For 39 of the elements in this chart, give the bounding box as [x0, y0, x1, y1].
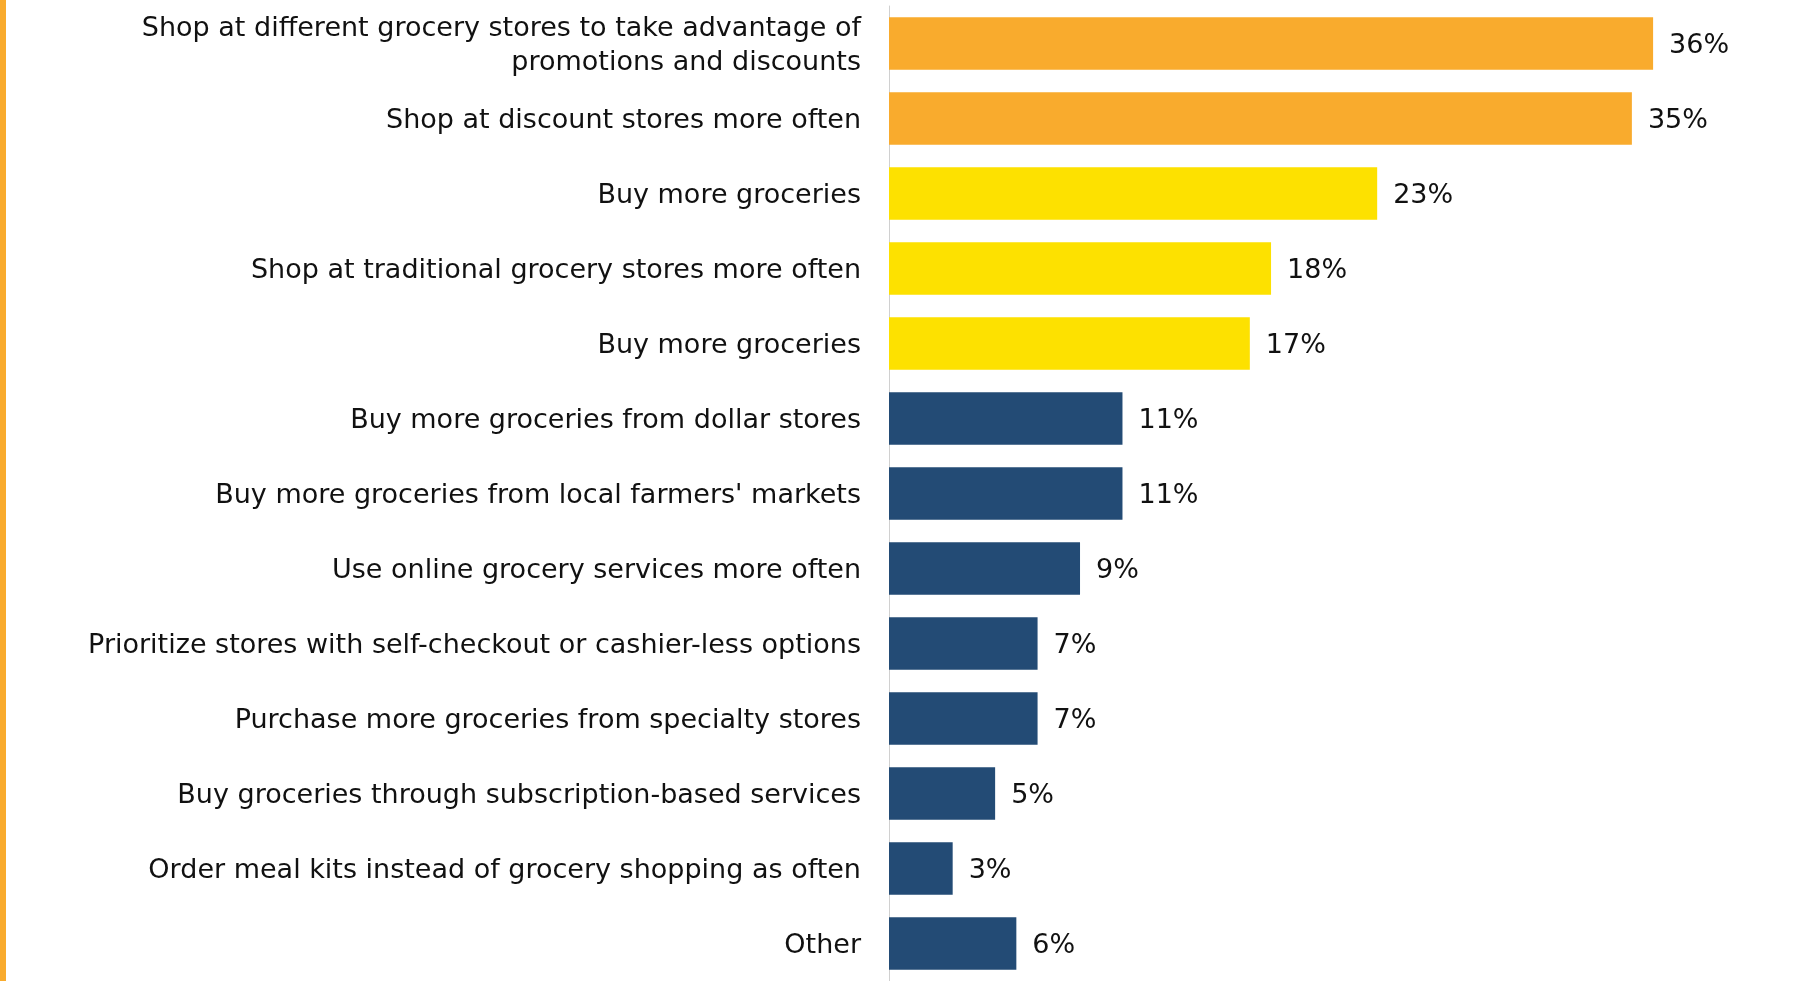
- y-tick-label: Buy more groceries from dollar stores: [350, 403, 861, 434]
- bar: [889, 917, 1017, 970]
- data-label: 9%: [1096, 553, 1139, 584]
- bar: [889, 317, 1250, 370]
- y-tick-label: Prioritize stores with self-checkout or cashier-less options: [88, 628, 861, 659]
- data-label: 7%: [1053, 703, 1097, 734]
- y-tick-label: Order meal kits instead of grocery shopping as often: [148, 853, 861, 884]
- bar: [889, 242, 1272, 295]
- data-label: 6%: [1032, 928, 1076, 959]
- bar: [889, 842, 953, 895]
- y-tick-label: Shop at traditional grocery stores more often: [250, 253, 861, 284]
- data-label: 36%: [1669, 28, 1730, 59]
- data-label: 5%: [1011, 778, 1054, 809]
- y-tick-label: Buy more groceries: [597, 178, 861, 209]
- y-tick-label: Purchase more groceries from specialty stores: [234, 703, 861, 734]
- data-label: 17%: [1265, 328, 1326, 359]
- bar: [889, 392, 1123, 445]
- bar: [889, 767, 996, 820]
- bar: [889, 692, 1038, 745]
- bar: [889, 542, 1081, 595]
- bar: [889, 167, 1378, 220]
- data-label: 18%: [1287, 253, 1348, 284]
- y-tick-label: Buy more groceries: [597, 328, 861, 359]
- y-tick-label: Buy more groceries from local farmers' markets: [215, 478, 861, 509]
- data-label: 7%: [1053, 628, 1097, 659]
- y-tick-label: Use online grocery services more often: [332, 553, 861, 584]
- data-label: 3%: [968, 853, 1012, 884]
- y-tick-label: Buy groceries through subscription-based services: [177, 778, 861, 809]
- data-label: 11%: [1138, 478, 1199, 509]
- y-tick-label: Shop at discount stores more often: [386, 103, 861, 134]
- y-tick-label: Other: [784, 928, 862, 959]
- data-label: 23%: [1393, 178, 1454, 209]
- y-tick-label: Shop at different grocery stores to take advantage of promotions and discounts: [141, 11, 863, 76]
- bar: [889, 617, 1038, 670]
- bar: [889, 17, 1654, 70]
- data-label: 11%: [1138, 403, 1199, 434]
- bar: [889, 467, 1123, 520]
- bar: [889, 92, 1632, 145]
- data-label: 35%: [1647, 103, 1708, 134]
